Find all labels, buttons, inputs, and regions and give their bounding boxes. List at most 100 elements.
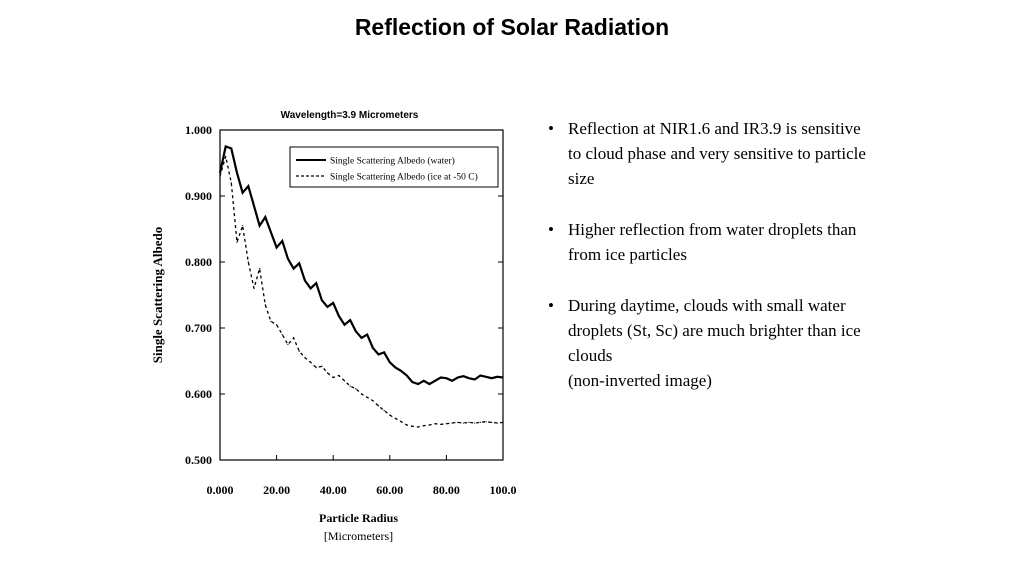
data-point — [383, 409, 385, 412]
data-point — [394, 367, 397, 369]
data-point — [457, 421, 459, 423]
data-point — [366, 334, 368, 336]
data-point — [479, 421, 481, 423]
bullet-list: • Reflection at NIR1.6 and IR3.9 is sensi… — [548, 116, 878, 419]
x-tick-label: 40.00 — [320, 483, 347, 497]
data-point — [502, 376, 504, 379]
bullet-item: • Reflection at NIR1.6 and IR3.9 is sensi… — [548, 116, 878, 191]
data-point — [462, 375, 464, 377]
data-point — [406, 374, 408, 377]
bullet-dot-icon: • — [548, 296, 554, 315]
data-point — [349, 319, 351, 321]
data-point — [281, 334, 283, 336]
data-point — [377, 405, 380, 407]
data-point — [434, 423, 436, 425]
data-point — [423, 380, 425, 382]
slide-title: Reflection of Solar Radiation — [354, 14, 670, 40]
data-point — [242, 225, 244, 227]
data-point — [326, 306, 329, 308]
data-point — [298, 262, 300, 264]
bullet-dot-icon: • — [548, 119, 554, 138]
data-point — [326, 372, 329, 374]
albedo-chart: Wavelength=3.9 Micrometers 1.000 0.900 0.80… — [140, 95, 540, 555]
y-tick-label: 0.500 — [185, 453, 212, 467]
bullet-dot-icon: • — [548, 220, 554, 239]
data-point — [247, 185, 249, 187]
x-axis-label: Particle Radius — [319, 511, 398, 525]
data-point — [321, 365, 323, 367]
chart-title: Wavelength=3.9 Micrometers — [281, 110, 419, 121]
data-point — [343, 324, 346, 326]
data-point — [292, 268, 295, 270]
x-tick-label: 80.00 — [433, 483, 460, 497]
data-point — [400, 370, 402, 372]
data-point — [298, 350, 300, 352]
legend-label: Single Scattering Albedo (water) — [330, 156, 455, 167]
data-point — [315, 282, 317, 284]
data-point — [451, 422, 453, 424]
x-tick-label: 20.00 — [263, 483, 290, 497]
data-point — [230, 182, 232, 184]
data-point — [253, 287, 255, 289]
data-point — [225, 145, 227, 148]
data-point — [502, 421, 504, 423]
data-point — [389, 361, 391, 363]
data-point — [264, 216, 266, 218]
data-point — [360, 337, 363, 339]
data-point — [372, 347, 374, 349]
data-point — [383, 351, 385, 354]
data-point — [332, 376, 334, 379]
data-point — [389, 414, 391, 416]
data-point — [219, 175, 221, 177]
bullet-item: • Higher reflection from water droplets t… — [548, 217, 878, 267]
data-point — [485, 376, 487, 378]
data-point — [417, 426, 419, 428]
data-point — [394, 417, 397, 420]
data-point — [462, 422, 464, 424]
data-point — [445, 377, 447, 379]
data-point — [366, 396, 368, 398]
data-point — [400, 421, 402, 423]
series-line-ice — [219, 156, 504, 428]
data-point — [343, 380, 346, 382]
data-point — [236, 241, 238, 243]
data-point — [292, 337, 295, 339]
legend-label: Single Scattering Albedo (ice at -50 C) — [330, 172, 478, 183]
data-point — [338, 315, 340, 317]
data-point — [287, 343, 289, 346]
data-point — [315, 367, 317, 369]
y-tick-label: 1.000 — [185, 123, 212, 137]
data-point — [440, 423, 442, 425]
data-point — [276, 246, 278, 249]
data-point — [321, 299, 323, 301]
data-point — [491, 377, 493, 379]
data-point — [309, 287, 312, 289]
bullet-item: • During daytime, clouds with small water… — [548, 293, 878, 393]
data-point — [406, 424, 408, 426]
data-point — [338, 374, 340, 377]
y-axis-label: Single Scattering Albedo — [150, 227, 165, 364]
data-point — [428, 383, 431, 385]
data-point — [304, 357, 306, 359]
data-point — [451, 380, 453, 382]
data-point — [468, 421, 470, 423]
legend-box — [289, 146, 499, 188]
x-axis-label-units: [Micrometers] — [324, 529, 393, 543]
data-point — [479, 374, 481, 377]
data-point — [247, 261, 249, 263]
data-point — [355, 388, 357, 390]
x-tick-label: 100.0 — [490, 483, 517, 497]
data-point — [423, 425, 425, 427]
data-point — [270, 231, 272, 233]
data-point — [485, 421, 487, 423]
plot-frame — [219, 129, 504, 461]
data-point — [230, 147, 232, 150]
data-point — [242, 192, 244, 194]
data-point — [259, 268, 261, 270]
data-point — [349, 385, 351, 387]
data-point — [259, 225, 261, 227]
data-point — [236, 172, 238, 174]
data-point — [496, 422, 498, 424]
data-point — [411, 381, 414, 383]
data-point — [225, 155, 227, 157]
